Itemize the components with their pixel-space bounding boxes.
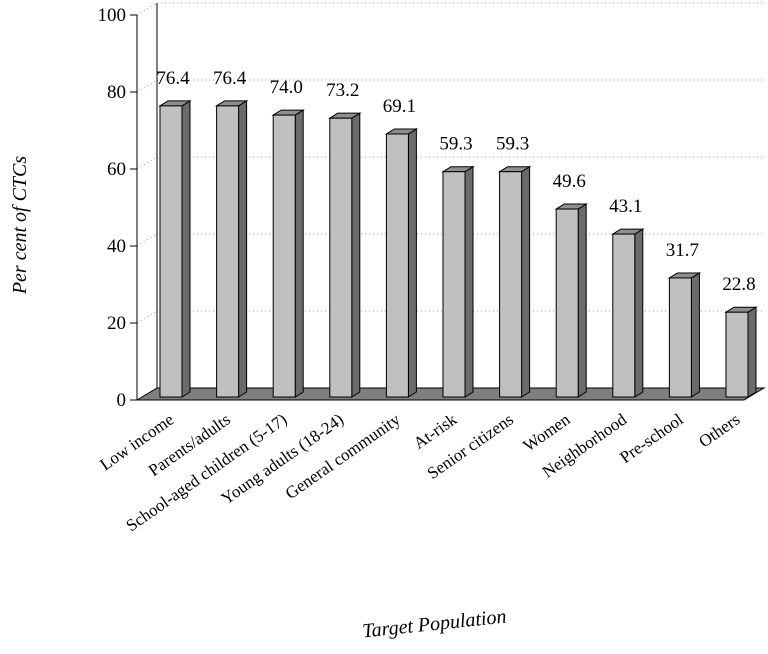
bar-front [329, 117, 353, 398]
x-axis-title: Target Population [361, 606, 507, 643]
bar-side [747, 306, 757, 398]
bar-side [521, 165, 531, 398]
value-label: 74.0 [270, 77, 303, 98]
bar-layer [158, 99, 758, 398]
value-label: 49.6 [553, 171, 586, 192]
bar [158, 99, 192, 398]
bar-front [725, 311, 749, 398]
bar-front [499, 171, 523, 398]
bar-front [612, 233, 636, 398]
value-label: 43.1 [609, 196, 642, 217]
category-label: Pre-school [616, 410, 687, 467]
value-label: 59.3 [496, 134, 529, 155]
value-label: 69.1 [383, 96, 416, 117]
y-tick-label: 80 [107, 82, 126, 103]
value-label: 76.4 [156, 68, 190, 89]
bar [667, 272, 702, 398]
bar [611, 228, 645, 398]
value-label: 59.3 [439, 134, 472, 155]
gridline-diagonal [136, 79, 158, 93]
bar [724, 306, 758, 398]
bar-side [238, 99, 248, 398]
axis-layer: 0 20 40 60 80 100 [98, 3, 766, 411]
bar-side [634, 228, 644, 398]
bar [384, 128, 419, 398]
bar-side [464, 165, 474, 398]
gridline-diagonal [136, 310, 158, 324]
bar-side [577, 203, 587, 398]
bar-front [668, 277, 692, 398]
bar [328, 112, 362, 398]
bar [214, 99, 249, 398]
value-label: 76.4 [213, 68, 247, 89]
y-tick-label: 100 [98, 5, 127, 26]
gridline-diagonal [136, 233, 158, 247]
bar-side [690, 272, 700, 398]
value-label: 73.2 [326, 80, 359, 101]
bar-front [159, 105, 183, 398]
bar-front [555, 208, 579, 398]
bar-front [272, 114, 296, 398]
bar-side [351, 112, 361, 398]
bar [554, 203, 588, 398]
value-label: 22.8 [722, 274, 755, 295]
bar-side [181, 99, 191, 398]
bar-front [385, 133, 409, 398]
y-tick-label: 40 [107, 236, 126, 257]
bar [271, 109, 305, 398]
bar-front [216, 105, 240, 398]
bar-front [442, 171, 466, 398]
gridline-diagonal [136, 2, 158, 16]
bar [441, 165, 475, 398]
category-label: Others [695, 410, 743, 452]
y-tick-label: 20 [107, 313, 126, 334]
bar-side [294, 109, 304, 398]
gridline-diagonal [136, 156, 158, 170]
y-tick-label: 60 [107, 159, 126, 180]
bar-side [407, 128, 417, 398]
value-label: 31.7 [666, 240, 699, 261]
y-axis-title: Per cent of CTCs [9, 156, 31, 296]
bar [497, 165, 532, 398]
y-tick-label: 0 [117, 390, 127, 411]
